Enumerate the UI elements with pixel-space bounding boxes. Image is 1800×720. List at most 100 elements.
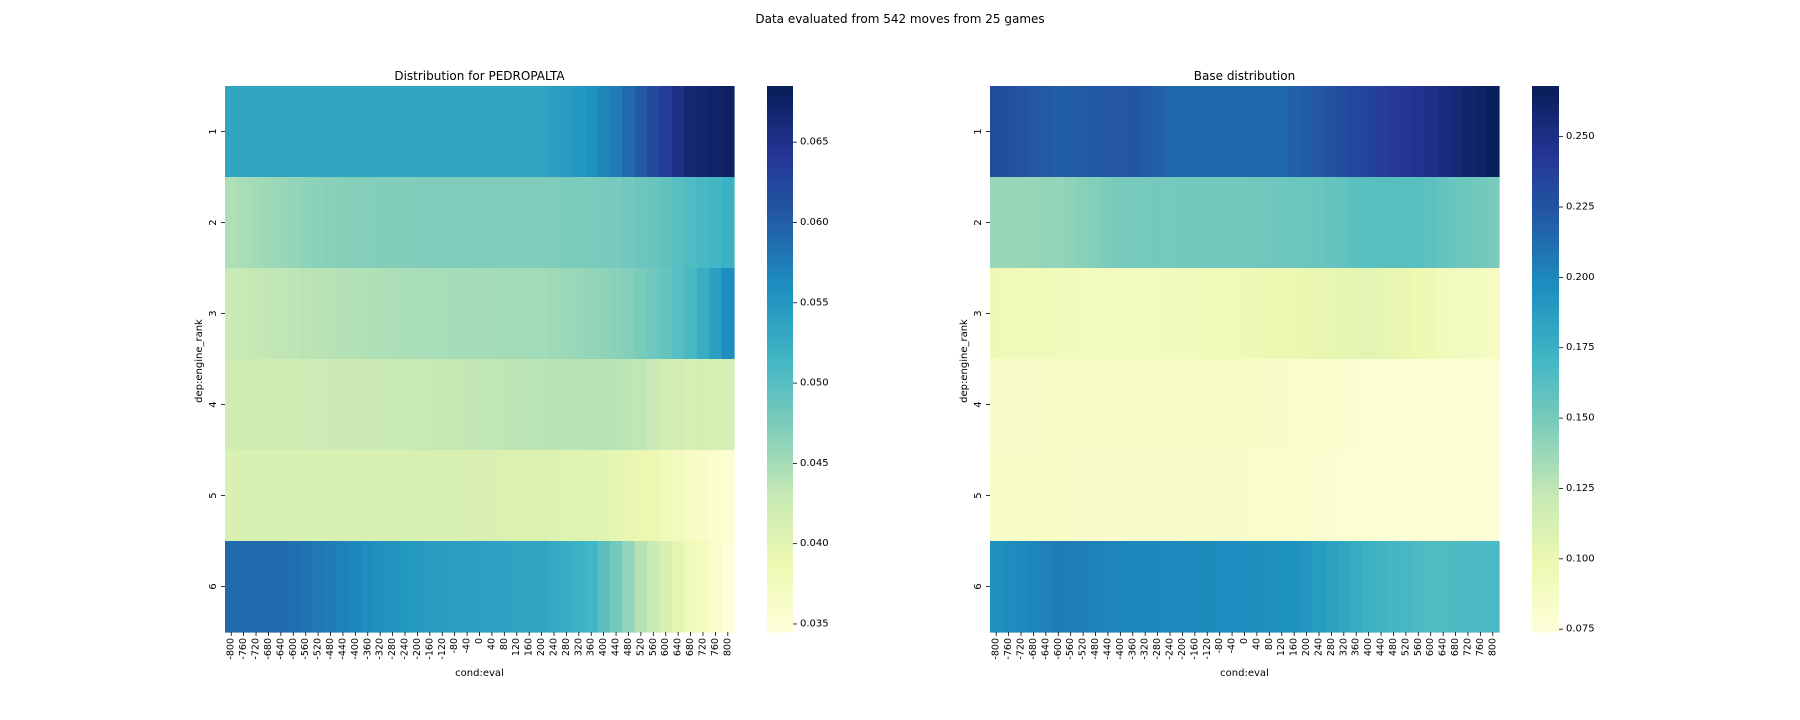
heatmap-cell: [411, 86, 425, 178]
heatmap-cell: [721, 541, 735, 633]
heatmap-cell: [647, 177, 661, 269]
colorbar-segment: [1532, 126, 1559, 133]
heatmap-cell: [1188, 359, 1202, 451]
heatmap-cell: [423, 450, 437, 542]
colorbar-segment: [767, 122, 793, 128]
heatmap-cell: [1027, 359, 1041, 451]
x-tick-labels-left: -800 -760 -720 -680 -640 -600 -560 -520 -480 -440…: [226, 632, 733, 660]
heatmap-cell: [1461, 268, 1475, 360]
colorbar-segment: [767, 445, 793, 451]
heatmap-cell: [311, 450, 325, 542]
heatmap-cell: [622, 177, 636, 269]
colorbar-segment: [767, 195, 793, 201]
heatmap-cell: [1213, 177, 1227, 269]
colorbar-segment: [767, 136, 793, 142]
colorbar-segment: [767, 504, 793, 510]
x-tick-label: 560: [1413, 638, 1424, 656]
heatmap-cell: [262, 86, 276, 178]
colorbar-tick-label: 0.055: [800, 297, 829, 308]
heatmap-cell: [349, 268, 363, 360]
x-tick-label: -160: [1189, 638, 1200, 660]
heatmap-cell: [1114, 541, 1128, 633]
colorbar-segment: [1532, 308, 1559, 315]
x-tick-label: -240: [400, 638, 411, 660]
x-tick-label: 240: [1313, 638, 1324, 656]
heatmap-cell: [225, 177, 239, 269]
heatmap-cell: [1362, 177, 1376, 269]
heatmap-cell: [671, 359, 685, 451]
heatmap-cell: [572, 177, 586, 269]
heatmap-cell: [411, 177, 425, 269]
colorbar-segment: [767, 140, 793, 146]
colorbar-segment: [1532, 490, 1559, 497]
heatmap-cell: [1399, 541, 1413, 633]
colorbar-segment: [767, 268, 793, 274]
x-tick-label: -680: [263, 638, 274, 660]
heatmap-cell: [460, 541, 474, 633]
figure-suptitle: Data evaluated from 542 moves from 25 ga…: [755, 12, 1044, 26]
colorbar-segment: [1532, 345, 1559, 351]
heatmap-title-left: Distribution for PEDROPALTA: [394, 69, 565, 83]
heatmap-cell: [1325, 450, 1339, 542]
x-tick-labels-right: -800 -760 -720 -680 -640 -600 -560 -520 -480 -440…: [991, 632, 1498, 660]
colorbar-segment: [767, 149, 793, 155]
colorbar-segment: [1532, 349, 1559, 356]
heatmap-cell: [1138, 450, 1152, 542]
heatmap-cell: [1424, 268, 1438, 360]
colorbar-segment: [1532, 268, 1559, 274]
heatmap-cell: [1213, 450, 1227, 542]
colorbar-segment: [1532, 290, 1559, 296]
colorbar-segment: [767, 349, 793, 356]
heatmap-cell: [361, 541, 375, 633]
colorbar-segment: [1532, 177, 1559, 183]
heatmap-cell: [386, 177, 400, 269]
heatmap-cell: [274, 450, 288, 542]
colorbar-segment: [767, 572, 793, 578]
colorbar-tick-label: 0.150: [1566, 413, 1595, 424]
heatmap-cell: [1436, 177, 1450, 269]
heatmap-cell: [585, 541, 599, 633]
colorbar-segment: [1532, 377, 1559, 383]
heatmap-cell: [1076, 359, 1090, 451]
heatmap-cell: [448, 177, 462, 269]
heatmap-cell: [684, 450, 698, 542]
heatmap-cell: [274, 177, 288, 269]
colorbar-segment: [767, 281, 793, 287]
heatmap-cell: [1449, 268, 1463, 360]
colorbar-segment: [1532, 509, 1559, 515]
x-tick-label: 320: [573, 638, 584, 656]
colorbar-segment: [767, 381, 793, 387]
colorbar-segment: [767, 254, 793, 260]
colorbar-segment: [767, 99, 793, 105]
heatmap-cell: [349, 86, 363, 178]
heatmap-cell: [349, 359, 363, 451]
colorbar-segment: [1532, 86, 1559, 92]
heatmap-cell: [1300, 359, 1314, 451]
colorbar-segment: [1532, 581, 1559, 588]
heatmap-cell: [572, 268, 586, 360]
heatmap-cell: [634, 541, 648, 633]
heatmap-cell: [1312, 177, 1326, 269]
heatmap-cell: [609, 541, 623, 633]
colorbar-segment: [767, 600, 793, 606]
heatmap-cell: [696, 450, 710, 542]
colorbar-segment: [767, 581, 793, 588]
x-tick-label: -560: [1065, 638, 1076, 660]
heatmap-cell: [1089, 268, 1103, 360]
x-tick-label: -360: [362, 638, 373, 660]
heatmap-cell: [249, 450, 263, 542]
heatmap-cell: [990, 359, 1004, 451]
y-tick-label: 2: [973, 219, 984, 225]
heatmap-cell: [373, 177, 387, 269]
heatmap-cell: [423, 359, 437, 451]
colorbar-segment: [767, 495, 793, 501]
x-tick-label: 200: [536, 638, 547, 656]
colorbar-segment: [1532, 622, 1559, 629]
colorbar-segment: [767, 618, 793, 624]
heatmap-cell: [311, 541, 325, 633]
colorbar-segment: [1532, 322, 1559, 328]
heatmap-cell: [361, 268, 375, 360]
heatmap-cell: [373, 359, 387, 451]
colorbar-segment: [767, 486, 793, 492]
heatmap-cell: [634, 268, 648, 360]
